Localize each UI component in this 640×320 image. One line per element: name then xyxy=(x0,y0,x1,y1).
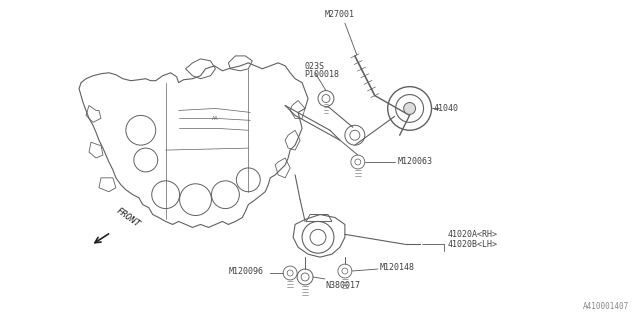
Text: AA: AA xyxy=(212,116,219,121)
Text: M120148: M120148 xyxy=(380,263,415,272)
Text: M27001: M27001 xyxy=(325,10,355,19)
Text: 41040: 41040 xyxy=(433,104,458,113)
Text: M120063: M120063 xyxy=(397,157,433,166)
Text: M120096: M120096 xyxy=(228,267,264,276)
Text: A410001407: A410001407 xyxy=(582,302,628,311)
Text: P100018: P100018 xyxy=(304,70,339,79)
Circle shape xyxy=(404,102,415,114)
Text: N380017: N380017 xyxy=(325,281,360,290)
Text: 41020A<RH>: 41020A<RH> xyxy=(447,230,497,239)
Text: FRONT: FRONT xyxy=(115,207,142,229)
Text: 41020B<LH>: 41020B<LH> xyxy=(447,240,497,249)
Text: 023S: 023S xyxy=(304,62,324,71)
